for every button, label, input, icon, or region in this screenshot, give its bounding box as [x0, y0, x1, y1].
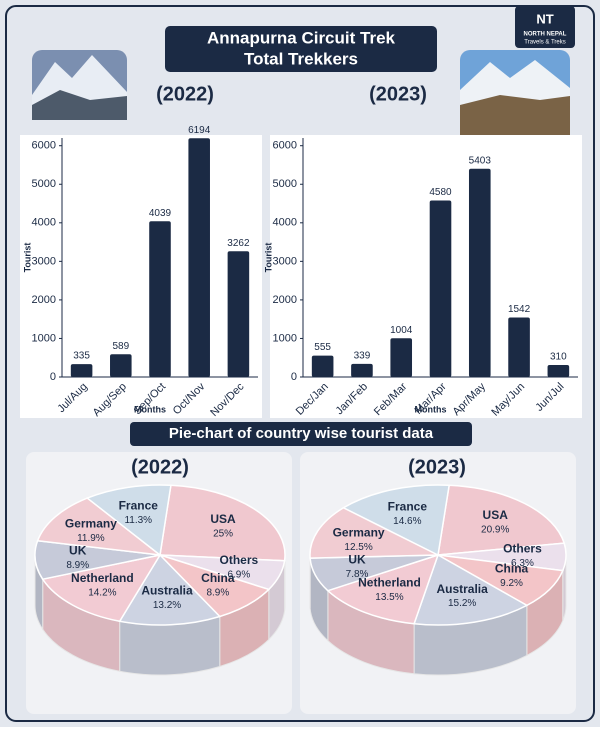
slice-label: USA — [210, 512, 236, 526]
bar — [430, 200, 452, 377]
value-label: 335 — [73, 351, 90, 362]
logo-name: NORTH NEPAL — [524, 32, 567, 38]
bar — [469, 169, 491, 377]
value-label: 6194 — [188, 125, 211, 136]
y-axis-label: Tourist — [22, 243, 32, 273]
value-label: 1542 — [508, 304, 531, 315]
subtitle: Total Trekkers — [244, 49, 358, 68]
value-label: 555 — [314, 342, 331, 353]
y-tick-label: 1000 — [32, 332, 56, 344]
y-tick-label: 4000 — [32, 217, 56, 229]
y-tick-label: 5000 — [273, 178, 297, 190]
slice-label: Netherland — [71, 571, 134, 585]
slice-value-label: 14.6% — [393, 516, 421, 527]
y-tick-label: 3000 — [32, 255, 56, 267]
bar — [188, 138, 210, 377]
slice-value-label: 14.2% — [88, 588, 116, 599]
value-label: 4039 — [149, 208, 172, 219]
y-tick-label: 6000 — [32, 140, 56, 152]
y-tick-label: 3000 — [273, 255, 297, 267]
slice-value-label: 11.3% — [124, 515, 152, 526]
logo-tagline: Travels & Treks — [524, 40, 565, 46]
slice-value-label: 8.9% — [66, 560, 89, 571]
y-tick-label: 1000 — [273, 332, 297, 344]
slice-label: France — [388, 500, 428, 514]
slice-value-label: 13.2% — [153, 600, 181, 611]
value-label: 4580 — [429, 187, 452, 198]
slice-value-label: 20.9% — [481, 525, 509, 536]
slice-label: Germany — [65, 516, 117, 530]
value-label: 5403 — [469, 155, 492, 166]
value-label: 589 — [112, 341, 129, 352]
slice-label: Others — [503, 541, 542, 555]
logo-mark: NT — [536, 11, 553, 26]
slice-label: France — [119, 498, 159, 512]
bar — [71, 364, 93, 377]
y-axis-label: Tourist — [263, 243, 273, 273]
slice-label: UK — [69, 543, 87, 557]
section-title: Pie-chart of country wise tourist data — [169, 425, 434, 442]
logo: NT NORTH NEPAL Travels & Treks — [515, 6, 575, 48]
slice-label: UK — [348, 553, 366, 567]
slice-value-label: 11.9% — [77, 533, 105, 544]
title: Annapurna Circuit Trek — [207, 28, 396, 47]
chart-title: (2023) — [369, 83, 427, 105]
bar-panel — [20, 135, 262, 418]
y-tick-label: 0 — [50, 371, 56, 383]
slice-value-label: 7.8% — [346, 569, 369, 580]
slice-value-label: 13.5% — [375, 592, 403, 603]
chart-title: (2022) — [131, 456, 189, 478]
bar — [390, 338, 412, 377]
bar — [312, 356, 334, 377]
slice-label: Australia — [141, 583, 193, 597]
slice-label: Germany — [333, 525, 385, 539]
slice-label: USA — [483, 508, 509, 522]
value-label: 339 — [354, 351, 371, 362]
slice-label: Others — [220, 553, 259, 567]
slice-value-label: 15.2% — [448, 598, 476, 609]
value-label: 3262 — [227, 238, 250, 249]
slice-label: China — [495, 562, 529, 576]
slice-value-label: 9.2% — [500, 578, 523, 589]
bar — [508, 318, 530, 377]
bar — [110, 354, 132, 377]
slice-value-label: 25% — [213, 529, 233, 540]
value-label: 1004 — [390, 325, 413, 336]
y-tick-label: 4000 — [273, 217, 297, 229]
value-label: 310 — [550, 352, 567, 363]
y-tick-label: 2000 — [273, 294, 297, 306]
slice-value-label: 12.5% — [344, 542, 372, 553]
bar — [149, 221, 171, 377]
y-tick-label: 5000 — [32, 178, 56, 190]
photo-right — [460, 50, 570, 135]
y-tick-label: 2000 — [32, 294, 56, 306]
photo-left — [32, 50, 127, 120]
chart-title: (2022) — [156, 83, 214, 105]
slice-label: Australia — [436, 582, 488, 596]
slice-label: China — [201, 571, 235, 585]
bar — [351, 364, 373, 377]
bar — [228, 251, 250, 377]
chart-title: (2023) — [408, 456, 466, 478]
y-tick-label: 0 — [291, 371, 297, 383]
slice-value-label: 8.9% — [206, 588, 229, 599]
bar — [548, 365, 570, 377]
y-tick-label: 6000 — [273, 140, 297, 152]
